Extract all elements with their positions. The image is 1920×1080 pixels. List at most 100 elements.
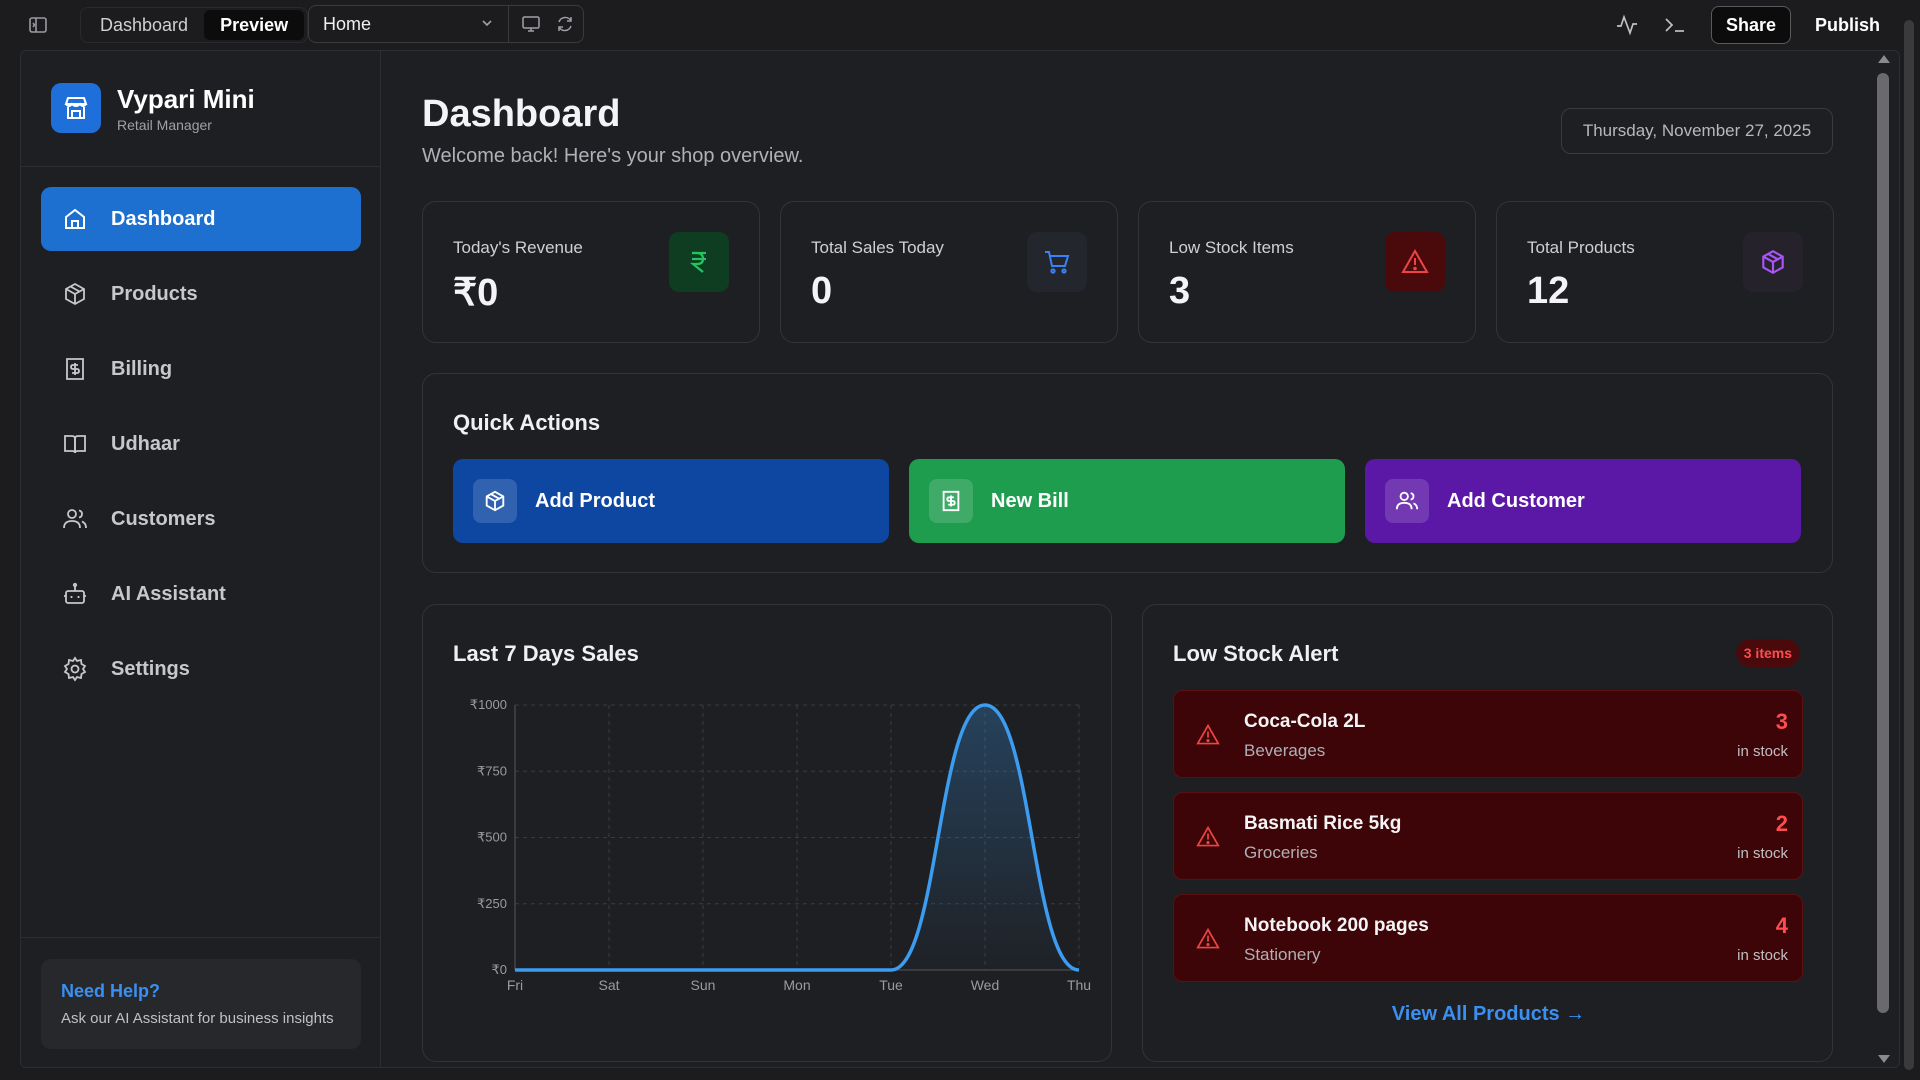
y-tick-label: ₹750	[477, 763, 507, 778]
sidebar-item-ai-assistant[interactable]: AI Assistant	[41, 562, 361, 626]
sidebar-item-label: Products	[111, 282, 198, 305]
activity-icon[interactable]	[1615, 13, 1639, 37]
sales-chart: ₹0 ₹250 ₹500 ₹750 ₹1000 Fri Sat Sun Mon Tue Wed Thu	[470, 697, 1091, 993]
view-all-products-link[interactable]: View All Products →	[1391, 1003, 1586, 1025]
x-tick-label: Thu	[1067, 977, 1091, 993]
stat-value: ₹0	[453, 272, 499, 314]
x-tick-label: Fri	[507, 977, 523, 993]
low-stock-title: Low Stock Alert	[1173, 641, 1339, 666]
stat-card-sales: Total Sales Today 0	[780, 201, 1118, 343]
x-tick-label: Sat	[598, 977, 619, 993]
sales-line	[515, 703, 1080, 972]
receipt-icon	[61, 355, 89, 383]
tab-preview[interactable]: Preview	[204, 10, 305, 40]
list-item[interactable]: Notebook 200 pages Stationery 4 in stock	[1173, 894, 1803, 982]
stock-quantity: 4	[1775, 913, 1788, 938]
top-bar-actions: Share Publish	[1615, 0, 1920, 50]
view-tabs: Dashboard Preview	[80, 7, 309, 43]
users-icon	[1385, 479, 1429, 523]
add-customer-button[interactable]: Add Customer	[1365, 459, 1801, 543]
scroll-up-arrow[interactable]	[1878, 55, 1890, 63]
sidebar-item-settings[interactable]: Settings	[41, 637, 361, 701]
product-category: Beverages	[1244, 741, 1326, 760]
cart-icon	[1027, 232, 1087, 292]
status-badge: 3 items	[1735, 639, 1800, 667]
app-frame: Vypari Mini Retail Manager Dashboard Pro…	[20, 50, 1900, 1068]
package-icon	[61, 280, 89, 308]
divider	[21, 937, 381, 938]
low-stock-card: Low Stock Alert 3 items Coca-Cola 2L Bev…	[1142, 604, 1833, 1062]
brand: Vypari Mini Retail Manager	[51, 83, 255, 133]
product-category: Groceries	[1244, 843, 1318, 862]
stat-value: 12	[1527, 270, 1570, 312]
brand-name: Vypari Mini	[117, 83, 255, 114]
main-content: Dashboard Welcome back! Here's your shop…	[381, 51, 1881, 1067]
x-tick-label: Mon	[783, 977, 810, 993]
sidebar-toggle-icon[interactable]	[28, 15, 48, 35]
stock-quantity-label: in stock	[1737, 845, 1788, 862]
y-tick-label: ₹1000	[470, 697, 507, 712]
terminal-icon[interactable]	[1663, 13, 1687, 37]
stat-label: Today's Revenue	[453, 238, 583, 257]
publish-button[interactable]: Publish	[1814, 14, 1880, 35]
warning-icon	[1385, 232, 1445, 292]
new-bill-button[interactable]: New Bill	[909, 459, 1345, 543]
quick-actions-card: Quick Actions Add Product New Bill Add C…	[422, 373, 1833, 573]
route-value: Home	[323, 13, 372, 34]
button-label: Add Customer	[1447, 489, 1585, 512]
stat-card-revenue: Today's Revenue ₹0	[422, 201, 760, 343]
x-tick-label: Wed	[971, 977, 1000, 993]
sidebar-item-dashboard[interactable]: Dashboard	[41, 187, 361, 251]
stat-card-total-products: Total Products 12	[1496, 201, 1834, 343]
help-card[interactable]: Need Help? Ask our AI Assistant for busi…	[41, 959, 361, 1049]
sidebar: Vypari Mini Retail Manager Dashboard Pro…	[21, 51, 381, 1067]
list-item[interactable]: Coca-Cola 2L Beverages 3 in stock	[1173, 690, 1803, 778]
help-title: Need Help?	[61, 981, 161, 1001]
route-select[interactable]: Home	[309, 6, 509, 42]
add-product-button[interactable]: Add Product	[453, 459, 889, 543]
warning-icon	[1196, 723, 1220, 747]
warning-icon	[1196, 927, 1220, 951]
top-bar: Dashboard Preview Home Share Publish	[0, 0, 1920, 50]
refresh-icon[interactable]	[555, 14, 575, 34]
sidebar-nav: Dashboard Products Billing Udhaar	[41, 187, 361, 712]
monitor-icon[interactable]	[521, 14, 541, 34]
sales-area-fill	[515, 705, 1079, 970]
product-name: Basmati Rice 5kg	[1244, 813, 1402, 834]
window-scrollbar[interactable]	[1904, 20, 1914, 1070]
stock-quantity-label: in stock	[1737, 947, 1788, 964]
chevron-down-icon	[480, 14, 494, 35]
product-category: Stationery	[1244, 945, 1321, 964]
sales-chart-card: Last 7 Days Sales ₹0 ₹250 ₹500 ₹750 ₹1000 Fri…	[422, 604, 1112, 1062]
book-icon	[61, 430, 89, 458]
stock-quantity: 3	[1775, 709, 1788, 734]
package-icon	[473, 479, 517, 523]
route-bar: Home	[308, 5, 584, 43]
share-button[interactable]: Share	[1710, 6, 1791, 44]
receipt-icon	[929, 479, 973, 523]
stat-value: 3	[1169, 270, 1191, 312]
divider	[21, 166, 381, 167]
product-name: Notebook 200 pages	[1244, 915, 1429, 936]
list-item[interactable]: Basmati Rice 5kg Groceries 2 in stock	[1173, 792, 1803, 880]
scroll-down-arrow[interactable]	[1878, 1055, 1890, 1063]
sidebar-item-label: Settings	[111, 657, 190, 680]
y-tick-label: ₹250	[477, 896, 507, 911]
store-icon	[51, 83, 101, 133]
sidebar-item-billing[interactable]: Billing	[41, 337, 361, 401]
x-tick-label: Tue	[879, 977, 903, 993]
sidebar-item-udhaar[interactable]: Udhaar	[41, 412, 361, 476]
sidebar-item-label: Udhaar	[111, 432, 180, 455]
help-text: Ask our AI Assistant for business insigh…	[61, 1010, 334, 1027]
warning-icon	[1196, 825, 1220, 849]
button-label: New Bill	[991, 489, 1069, 512]
sidebar-item-label: Dashboard	[111, 207, 216, 230]
x-tick-label: Sun	[691, 977, 716, 993]
sidebar-item-label: Billing	[111, 357, 173, 380]
scrollbar-thumb[interactable]	[1877, 73, 1889, 1013]
y-tick-label: ₹0	[491, 962, 507, 977]
tab-dashboard[interactable]: Dashboard	[100, 14, 189, 35]
sidebar-item-customers[interactable]: Customers	[41, 487, 361, 551]
sidebar-item-products[interactable]: Products	[41, 262, 361, 326]
stat-label: Total Products	[1527, 238, 1635, 257]
